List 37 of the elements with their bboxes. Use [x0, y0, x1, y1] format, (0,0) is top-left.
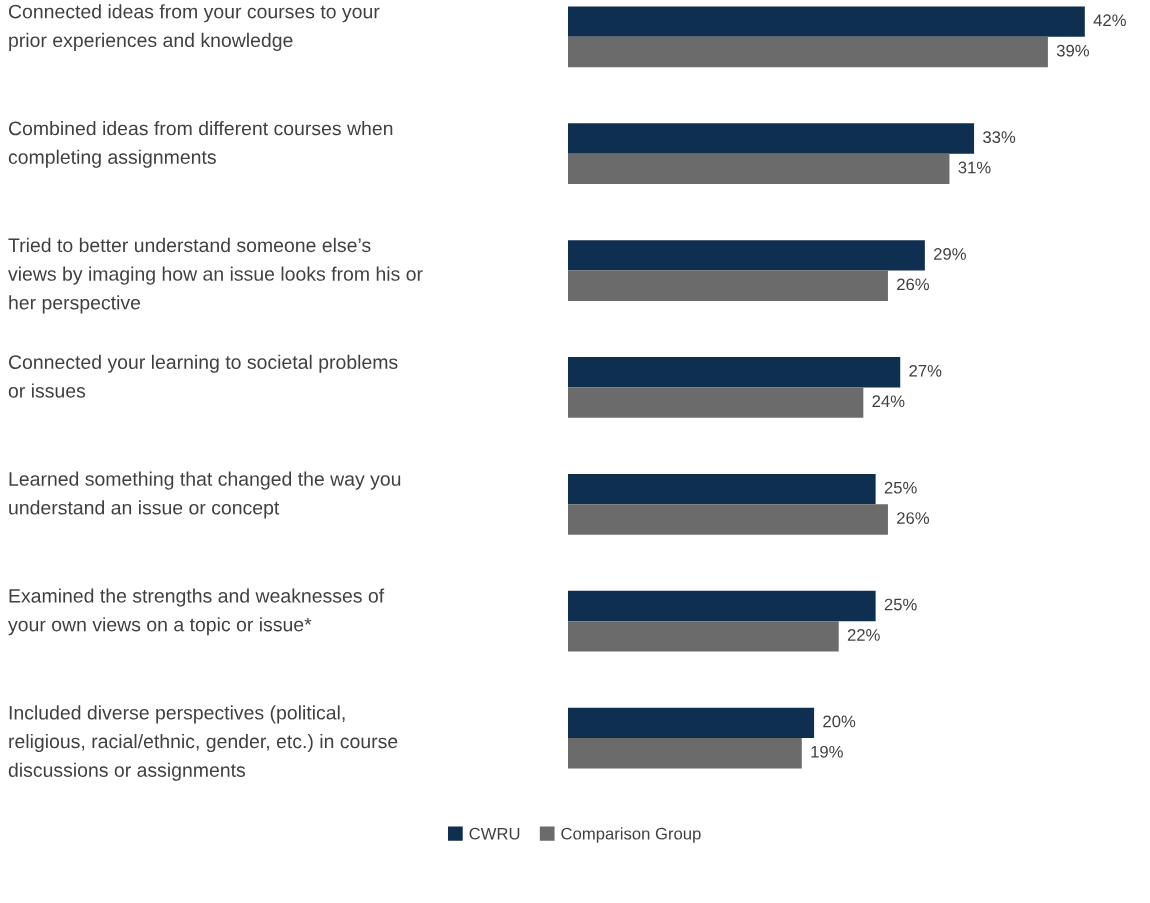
data-label: 22%	[847, 629, 880, 641]
bar	[568, 270, 888, 301]
data-label: 20%	[823, 715, 856, 728]
y-tick-label: Combined ideas from different courses when completing assignments	[8, 121, 393, 168]
y-tick-label: Tried to better understand someone else’s views by imaging how an issue looks from his or her perspective	[8, 237, 423, 314]
bar	[568, 36, 1048, 68]
bar	[568, 153, 950, 185]
data-label: 24%	[872, 395, 905, 408]
data-label: 39%	[1056, 44, 1089, 57]
y-tick-label: Included diverse perspectives (political, religious, racial/ethnic, gender, etc.) in course discussions or assignments	[8, 705, 398, 781]
y-tick-label: Connected ideas from your courses to your prior experiences and knowledge	[8, 4, 380, 51]
bar	[568, 590, 876, 622]
data-label: 27%	[909, 364, 942, 377]
data-label: 29%	[934, 248, 966, 260]
data-label: 33%	[983, 131, 1016, 143]
y-tick-label: Learned something that changed the way you understand an issue or concept	[9, 471, 401, 519]
y-tick-label: Examined the strengths and weaknesses of your own views on a topic or issue*	[8, 588, 385, 636]
bar	[568, 240, 925, 271]
bar	[568, 473, 876, 505]
bar	[568, 387, 864, 418]
data-label: 42%	[1093, 14, 1126, 27]
bar	[568, 6, 1085, 37]
data-label: 19%	[811, 745, 843, 758]
bar	[568, 621, 839, 652]
legend-label: CWRU	[469, 827, 520, 840]
data-label: 26%	[897, 278, 930, 291]
bar	[568, 738, 802, 769]
bar	[568, 357, 901, 388]
bar	[568, 123, 975, 154]
data-label: 25%	[884, 481, 917, 494]
data-label: 26%	[897, 512, 930, 524]
legend-label: Comparison Group	[561, 827, 701, 843]
data-label: 25%	[884, 598, 917, 611]
bar	[568, 707, 815, 739]
y-tick-label: Connected your learning to societal problems or issues	[8, 354, 398, 398]
bar	[568, 504, 888, 535]
data-label: 31%	[958, 161, 991, 174]
